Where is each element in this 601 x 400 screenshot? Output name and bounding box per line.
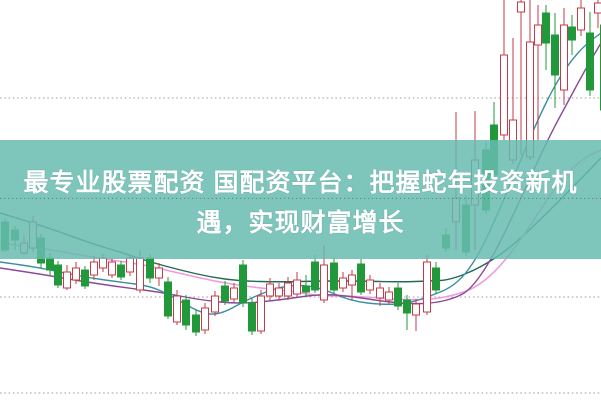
candle-body: [46, 257, 54, 271]
headline-banner: 最专业股票配资 国配资平台：把握蛇年投资新机 遇，实现财富增长: [0, 140, 601, 259]
candle-body: [339, 277, 347, 289]
candle-body: [542, 12, 550, 44]
candle-body: [551, 34, 559, 76]
candle-body: [432, 267, 440, 291]
candle-body: [99, 257, 107, 269]
candle-body: [182, 299, 190, 326]
candle-body: [54, 264, 62, 286]
candle-body: [248, 302, 256, 332]
candle-body: [211, 295, 219, 313]
candle-body: [81, 269, 89, 287]
candle-body: [394, 287, 402, 307]
candle-body: [560, 24, 568, 91]
candle-body: [284, 282, 292, 297]
candle-body: [517, 1, 525, 13]
candle-body: [266, 283, 274, 297]
candle-body: [257, 295, 265, 332]
candle-body: [586, 32, 594, 91]
candle-body: [376, 287, 384, 299]
candle-body: [412, 303, 420, 316]
candle-body: [108, 261, 116, 276]
candle-body: [192, 314, 200, 333]
candle-body: [173, 295, 181, 323]
candle-body: [275, 287, 283, 297]
candle-body: [500, 54, 508, 136]
headline-line-1: 最专业股票配资 国配资平台：把握蛇年投资新机: [23, 169, 578, 197]
candle-body: [164, 281, 172, 317]
candle-body: [126, 257, 134, 273]
candle-body: [403, 299, 411, 314]
candle-body: [320, 264, 328, 301]
candle-body: [357, 263, 365, 293]
headline-line-2: 遇，实现财富增长: [196, 209, 405, 237]
candle-body: [385, 291, 393, 301]
gridline-overlay-dots: [0, 198, 601, 199]
candle-body: [293, 279, 301, 295]
candle-body: [136, 257, 144, 291]
candle-body: [568, 26, 576, 41]
candle-body: [330, 262, 338, 291]
candle-body: [155, 267, 163, 279]
candle-body: [72, 267, 80, 281]
candle-body: [239, 264, 247, 304]
candle-body: [201, 307, 209, 331]
candle-body: [221, 285, 229, 302]
candle-body: [366, 279, 374, 291]
candle-body: [302, 285, 310, 293]
candle-body: [311, 261, 319, 291]
candle-body: [594, 2, 601, 14]
candle-body: [423, 261, 431, 313]
candle-body: [63, 271, 71, 289]
candle-body: [577, 7, 585, 31]
candle-body: [146, 257, 154, 279]
candle-body: [117, 264, 125, 278]
candle-body: [90, 261, 98, 276]
candle-body: [348, 274, 356, 286]
candle-body: [230, 287, 238, 300]
candle-body: [534, 24, 542, 46]
